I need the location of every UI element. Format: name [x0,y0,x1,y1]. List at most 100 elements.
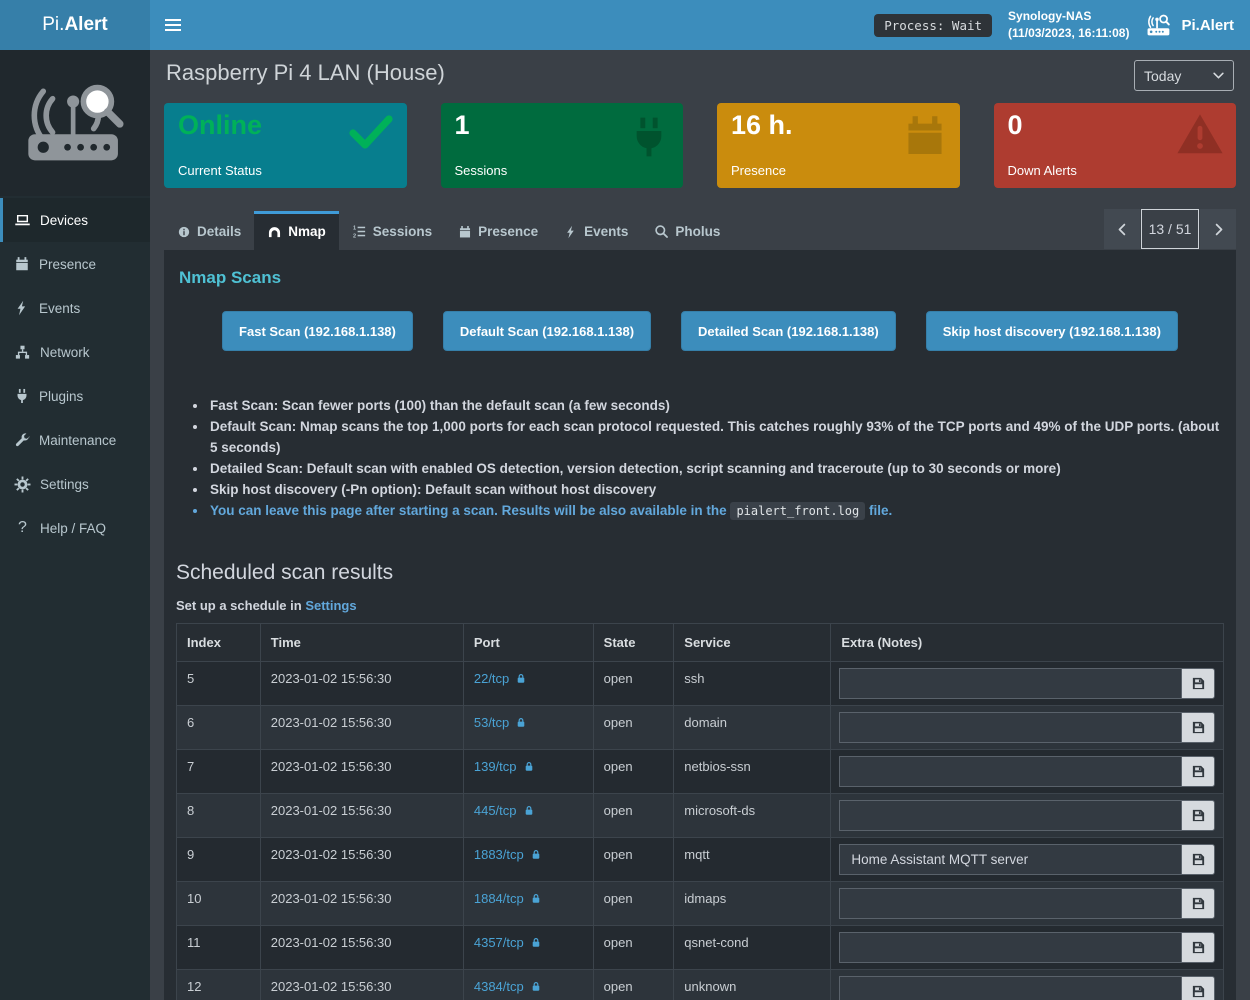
lock-icon [515,672,527,685]
bullet-log-note: You can leave this page after starting a… [208,500,1224,522]
port-link[interactable]: 1884/tcp [473,891,524,906]
sidebar-item-events[interactable]: Events [0,286,150,330]
device-pagination: 13 / 51 [1103,209,1236,249]
default-scan-button[interactable]: Default Scan (192.168.1.138) [442,311,652,351]
cell-service: microsoft-ds [673,793,832,838]
port-link[interactable]: 22/tcp [473,671,510,686]
bullet-default-scan: Default Scan: Nmap scans the top 1,000 p… [208,416,1224,458]
save-note-button[interactable] [1181,888,1215,919]
brand-prefix: Pi. [42,14,65,35]
process-status-badge: Process: Wait [874,13,993,37]
chevron-left-icon [1115,222,1130,237]
host-timestamp: (11/03/2023, 16:11:08) [1008,26,1130,40]
schedule-hint-text: Set up a schedule in [176,598,306,613]
table-row: 11 2023-01-02 15:56:30 4357/tcp open qsn… [176,925,1224,970]
sidebar-item-devices[interactable]: Devices [0,198,150,242]
host-info: Synology-NAS (11/03/2023, 16:11:08) [1008,8,1129,43]
scheduled-results-title: Scheduled scan results [176,561,394,584]
main-content: Raspberry Pi 4 LAN (House) Today Online … [150,50,1250,1000]
cell-index: 5 [176,661,261,706]
hamburger-menu-icon[interactable] [150,0,196,50]
card-presence: 16 h. Presence [717,103,960,188]
cell-state: open [592,705,675,750]
card-label: Down Alerts [1007,163,1077,178]
period-selector[interactable]: Today [1134,60,1234,91]
port-link[interactable]: 445/tcp [473,803,517,818]
save-note-button[interactable] [1181,712,1215,743]
note-input[interactable] [839,844,1181,875]
cell-time: 2023-01-02 15:56:30 [259,837,464,882]
tab-nmap[interactable]: Nmap [254,211,339,250]
detailed-scan-button[interactable]: Detailed Scan (192.168.1.138) [681,311,896,351]
tab-label: Events [584,224,629,239]
nmap-arch-icon [269,227,281,238]
port-link[interactable]: 1883/tcp [473,847,524,862]
settings-link[interactable]: Settings [305,598,357,613]
cell-time: 2023-01-02 15:56:30 [259,705,464,750]
period-selector-value: Today [1144,67,1182,84]
tab-events[interactable]: Events [551,211,641,250]
next-device-button[interactable] [1200,209,1236,249]
calendar-icon [902,112,948,160]
calendar-icon [14,256,30,272]
save-note-button[interactable] [1181,976,1215,1000]
note-input[interactable] [839,932,1181,963]
port-link[interactable]: 4384/tcp [473,979,524,994]
port-link[interactable]: 53/tcp [473,715,510,730]
brand-right-label: Pi.Alert [1181,16,1234,34]
note-input[interactable] [839,668,1181,699]
sidebar-item-network[interactable]: Network [0,330,150,374]
log-note-suffix: file. [865,503,893,518]
sidebar-item-label: Devices [40,212,89,228]
sidebar-item-presence[interactable]: Presence [0,242,150,286]
cell-time: 2023-01-02 15:56:30 [259,969,464,1000]
cell-state: open [592,881,675,926]
sidebar-item-label: Presence [39,256,97,272]
sitemap-icon [15,345,30,359]
cell-time: 2023-01-02 15:56:30 [259,881,464,926]
tab-label: Nmap [288,224,326,239]
note-input[interactable] [839,800,1181,831]
sidebar-item-maintenance[interactable]: Maintenance [0,418,150,462]
save-note-button[interactable] [1181,844,1215,875]
save-note-button[interactable] [1181,932,1215,963]
tab-label: Presence [478,224,539,239]
sidebar-item-help[interactable]: ? Help / FAQ [0,506,150,550]
save-note-button[interactable] [1181,800,1215,831]
port-link[interactable]: 4357/tcp [473,935,524,950]
lock-icon [530,892,542,905]
tab-pholus[interactable]: Pholus [641,211,733,250]
note-input[interactable] [839,888,1181,919]
check-icon [348,115,393,149]
cell-state: open [592,661,675,706]
sidebar-item-plugins[interactable]: Plugins [0,374,150,418]
topbar: Pi. Alert Process: Wait Synology-NAS (11/… [0,0,1250,50]
tab-sessions[interactable]: 1 2 Sessions [339,211,445,250]
router-scan-logo-icon [28,84,124,161]
log-note-prefix: You can leave this page after starting a… [210,503,731,518]
cell-state: open [592,793,675,838]
save-note-button[interactable] [1181,668,1215,699]
cell-index: 7 [176,749,261,794]
tab-details[interactable]: Details [164,211,254,250]
port-link[interactable]: 139/tcp [473,759,517,774]
calendar-icon [458,225,472,239]
tab-presence[interactable]: Presence [445,211,551,250]
sidebar-item-settings[interactable]: Settings [0,462,150,506]
note-input[interactable] [839,976,1181,1000]
cell-index: 8 [176,793,261,838]
note-input[interactable] [839,712,1181,743]
plug-icon [627,112,671,162]
note-input[interactable] [839,756,1181,787]
previous-device-button[interactable] [1104,209,1140,249]
col-header-state: State [592,623,675,662]
save-icon [1191,940,1206,955]
cell-service: ssh [673,661,832,706]
cell-service: mqtt [673,837,832,882]
fast-scan-button[interactable]: Fast Scan (192.168.1.138) [222,311,413,351]
table-row: 6 2023-01-02 15:56:30 53/tcp open domain [176,705,1224,750]
save-note-button[interactable] [1181,756,1215,787]
sidebar-menu: Devices Presence Events Network Plugin [0,196,150,550]
skip-host-discovery-button[interactable]: Skip host discovery (192.168.1.138) [925,311,1178,351]
host-name: Synology-NAS [1008,8,1092,23]
